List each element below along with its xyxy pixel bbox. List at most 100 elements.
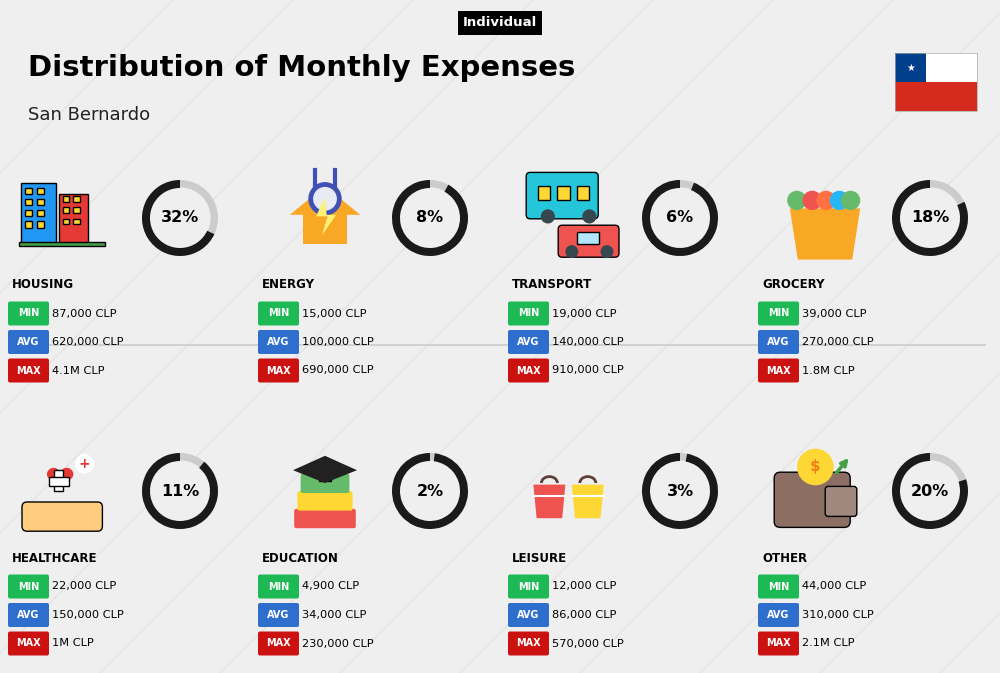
FancyBboxPatch shape <box>49 476 69 485</box>
Text: GROCERY: GROCERY <box>762 279 824 291</box>
FancyBboxPatch shape <box>8 330 49 354</box>
Circle shape <box>76 455 94 472</box>
FancyBboxPatch shape <box>508 603 549 627</box>
Wedge shape <box>142 453 218 529</box>
Text: AVG: AVG <box>517 337 540 347</box>
Text: 910,000 CLP: 910,000 CLP <box>552 365 624 376</box>
Text: 22,000 CLP: 22,000 CLP <box>52 581 116 592</box>
Circle shape <box>900 188 960 248</box>
FancyBboxPatch shape <box>926 53 977 82</box>
Circle shape <box>150 461 210 521</box>
Circle shape <box>150 188 210 248</box>
FancyBboxPatch shape <box>508 302 549 326</box>
Text: 11%: 11% <box>161 483 199 499</box>
FancyBboxPatch shape <box>73 197 80 202</box>
Text: HEALTHCARE: HEALTHCARE <box>12 551 98 565</box>
FancyBboxPatch shape <box>508 330 549 354</box>
Text: HOUSING: HOUSING <box>12 279 74 291</box>
Text: 12,000 CLP: 12,000 CLP <box>552 581 616 592</box>
Text: ★: ★ <box>906 63 915 73</box>
FancyBboxPatch shape <box>758 575 799 598</box>
FancyBboxPatch shape <box>63 207 69 213</box>
Text: MAX: MAX <box>16 639 41 649</box>
Text: 4.1M CLP: 4.1M CLP <box>52 365 104 376</box>
Text: MAX: MAX <box>766 639 791 649</box>
Wedge shape <box>892 180 968 256</box>
FancyBboxPatch shape <box>63 197 69 202</box>
Text: 690,000 CLP: 690,000 CLP <box>302 365 374 376</box>
Circle shape <box>566 246 578 257</box>
Polygon shape <box>290 186 360 215</box>
FancyBboxPatch shape <box>577 186 589 201</box>
Circle shape <box>309 183 341 215</box>
FancyBboxPatch shape <box>73 219 80 224</box>
Text: AVG: AVG <box>17 610 40 620</box>
FancyBboxPatch shape <box>258 359 299 382</box>
FancyBboxPatch shape <box>258 302 299 326</box>
FancyBboxPatch shape <box>758 302 799 326</box>
FancyBboxPatch shape <box>538 186 550 201</box>
FancyBboxPatch shape <box>21 183 56 244</box>
Text: 6%: 6% <box>666 211 694 225</box>
Text: +: + <box>79 457 90 471</box>
Wedge shape <box>142 453 218 529</box>
FancyBboxPatch shape <box>8 631 49 656</box>
FancyBboxPatch shape <box>8 302 49 326</box>
FancyBboxPatch shape <box>8 575 49 598</box>
Text: AVG: AVG <box>767 337 790 347</box>
FancyBboxPatch shape <box>25 199 32 205</box>
FancyBboxPatch shape <box>774 472 850 528</box>
FancyBboxPatch shape <box>758 631 799 656</box>
FancyBboxPatch shape <box>758 330 799 354</box>
FancyBboxPatch shape <box>25 188 32 194</box>
Text: 8%: 8% <box>416 211 444 225</box>
Text: 4,900 CLP: 4,900 CLP <box>302 581 359 592</box>
FancyBboxPatch shape <box>825 487 857 516</box>
FancyBboxPatch shape <box>758 359 799 382</box>
FancyBboxPatch shape <box>258 631 299 656</box>
FancyBboxPatch shape <box>37 210 44 217</box>
Text: 39,000 CLP: 39,000 CLP <box>802 308 866 318</box>
FancyBboxPatch shape <box>37 188 44 194</box>
Polygon shape <box>316 197 336 236</box>
Text: MAX: MAX <box>516 365 541 376</box>
FancyBboxPatch shape <box>558 225 619 257</box>
FancyBboxPatch shape <box>508 631 549 656</box>
FancyBboxPatch shape <box>508 575 549 598</box>
Wedge shape <box>892 180 968 256</box>
Circle shape <box>788 191 806 209</box>
Text: MAX: MAX <box>266 365 291 376</box>
Circle shape <box>601 246 613 257</box>
Text: San Bernardo: San Bernardo <box>28 106 150 124</box>
Text: MIN: MIN <box>18 308 39 318</box>
Circle shape <box>650 461 710 521</box>
Text: ❤: ❤ <box>44 464 74 499</box>
Text: AVG: AVG <box>267 337 290 347</box>
Text: MIN: MIN <box>268 308 289 318</box>
Polygon shape <box>572 485 604 518</box>
FancyBboxPatch shape <box>258 575 299 598</box>
Circle shape <box>842 191 860 209</box>
Wedge shape <box>142 180 218 256</box>
Circle shape <box>583 210 596 223</box>
FancyBboxPatch shape <box>258 330 299 354</box>
Wedge shape <box>642 180 718 256</box>
Polygon shape <box>533 485 565 518</box>
Text: 1.8M CLP: 1.8M CLP <box>802 365 855 376</box>
Wedge shape <box>892 453 968 529</box>
FancyBboxPatch shape <box>301 474 349 493</box>
FancyBboxPatch shape <box>37 199 44 205</box>
Text: 150,000 CLP: 150,000 CLP <box>52 610 124 620</box>
FancyBboxPatch shape <box>22 502 102 531</box>
Text: 140,000 CLP: 140,000 CLP <box>552 337 624 347</box>
Text: 230,000 CLP: 230,000 CLP <box>302 639 374 649</box>
Text: MIN: MIN <box>268 581 289 592</box>
Circle shape <box>400 188 460 248</box>
Wedge shape <box>392 180 468 256</box>
Text: MAX: MAX <box>16 365 41 376</box>
FancyBboxPatch shape <box>508 359 549 382</box>
Text: 18%: 18% <box>911 211 949 225</box>
Text: 34,000 CLP: 34,000 CLP <box>302 610 366 620</box>
Text: 570,000 CLP: 570,000 CLP <box>552 639 624 649</box>
Text: MAX: MAX <box>766 365 791 376</box>
